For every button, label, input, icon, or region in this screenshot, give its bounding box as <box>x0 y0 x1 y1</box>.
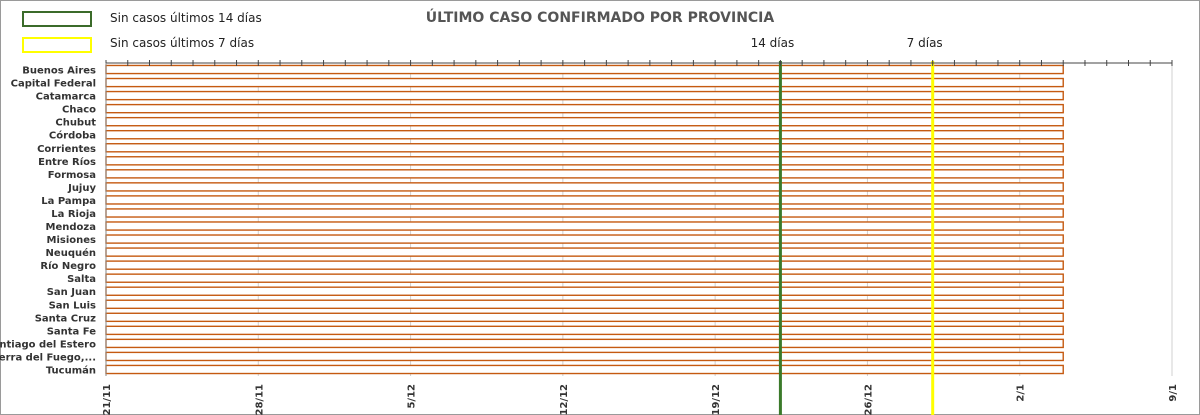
category-label: Catamarca <box>36 92 96 103</box>
bar <box>105 182 1064 192</box>
bar <box>105 143 1064 153</box>
bar <box>105 77 1064 88</box>
category-label: Río Negro <box>40 260 96 272</box>
category-label: Entre Ríos <box>38 156 96 168</box>
bar <box>105 208 1064 218</box>
x-tick-label: 26/12 <box>863 384 874 415</box>
legend-swatch-14-dias <box>22 11 92 27</box>
category-label: Santiago del Estero <box>0 339 96 350</box>
bar <box>105 129 1064 140</box>
chart-title: ÚLTIMO CASO CONFIRMADO POR PROVINCIA <box>425 10 775 26</box>
category-label: La Pampa <box>41 196 96 207</box>
reference-line-label: 14 días <box>751 36 795 50</box>
bar <box>105 273 1064 283</box>
legend-label-7-dias: Sin casos últimos 7 días <box>110 36 255 50</box>
x-tick-label: 12/12 <box>559 384 570 415</box>
category-label: Salta <box>67 274 96 285</box>
bar <box>105 299 1064 310</box>
category-label: Formosa <box>48 170 96 181</box>
category-label: Tucumán <box>46 364 96 376</box>
x-tick-label: 5/12 <box>407 384 418 409</box>
bar <box>105 364 1064 375</box>
category-label: La Rioja <box>51 209 96 220</box>
bar <box>105 234 1064 244</box>
category-label: Capital Federal <box>11 79 96 90</box>
category-label: Santa Fe <box>47 326 97 337</box>
bar <box>105 195 1064 205</box>
category-label: Jujuy <box>67 183 96 194</box>
bar <box>105 247 1064 257</box>
category-label: Chaco <box>62 105 96 116</box>
category-label: Corrientes <box>37 144 96 155</box>
bar <box>105 312 1064 323</box>
category-label: San Luis <box>49 300 96 311</box>
x-tick-label: 21/11 <box>102 384 113 415</box>
x-tick-label: 9/1 <box>1168 384 1179 402</box>
reference-line-label: 7 días <box>907 36 943 50</box>
category-label: Santa Cruz <box>35 313 96 324</box>
legend-label-14-dias: Sin casos últimos 14 días <box>110 11 262 25</box>
bar <box>105 351 1064 362</box>
x-tick-label: 19/12 <box>711 384 722 415</box>
bar <box>105 338 1064 349</box>
category-label: Misiones <box>47 235 97 246</box>
bar <box>105 116 1064 127</box>
bar <box>105 156 1064 166</box>
bar <box>105 90 1064 101</box>
category-label: Tierra del Fuego,... <box>0 352 96 363</box>
bar <box>105 103 1064 114</box>
category-label: Chubut <box>55 118 96 129</box>
bar <box>105 169 1064 179</box>
category-label: Neuquén <box>46 247 96 259</box>
bar <box>105 260 1064 270</box>
bar <box>105 221 1064 231</box>
category-label: Buenos Aires <box>22 66 96 77</box>
bar <box>105 64 1064 75</box>
legend-swatch-7-dias <box>22 37 92 53</box>
bar <box>105 286 1064 296</box>
category-label: Córdoba <box>49 130 96 142</box>
bar <box>105 325 1064 336</box>
category-label: Mendoza <box>46 222 96 233</box>
category-label: San Juan <box>47 287 96 298</box>
x-tick-label: 2/1 <box>1016 384 1027 402</box>
x-tick-label: 28/11 <box>254 384 265 415</box>
